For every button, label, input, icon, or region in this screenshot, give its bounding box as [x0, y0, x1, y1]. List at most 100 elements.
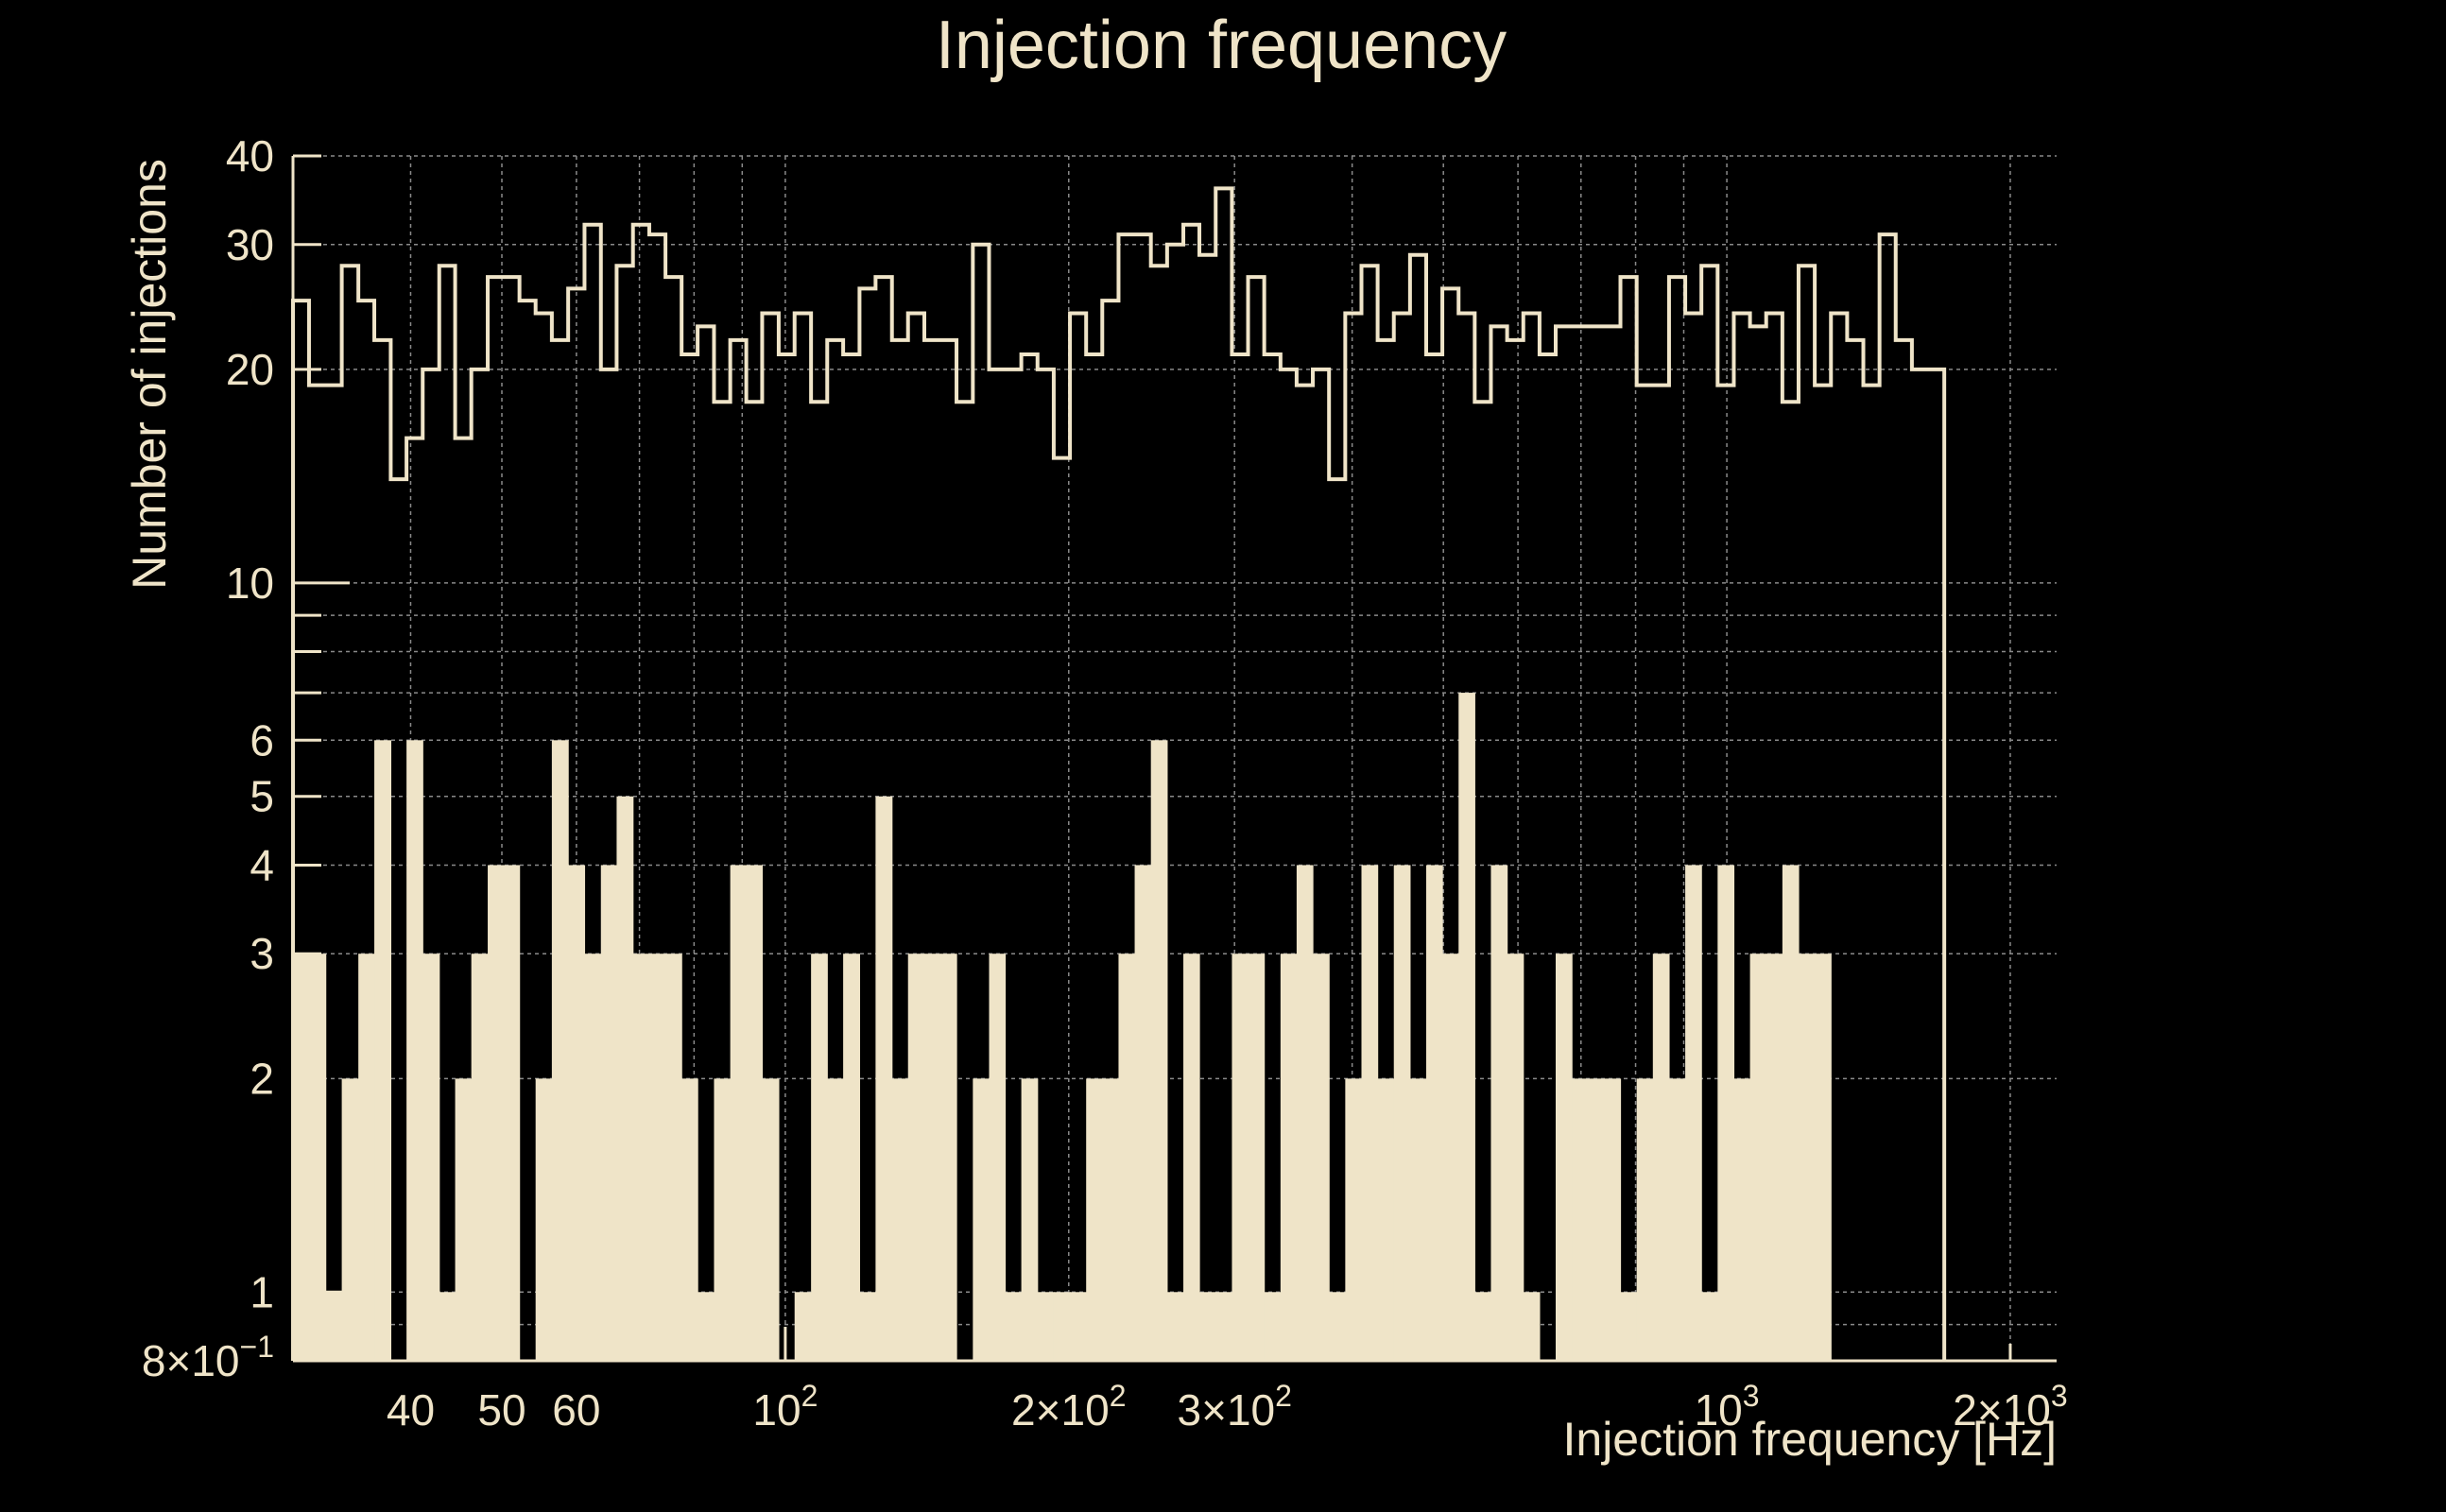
y-tick-label: 10 [226, 558, 274, 608]
histogram-bar [1264, 1292, 1282, 1361]
histogram-bar [730, 865, 748, 1361]
histogram-bar [875, 796, 893, 1361]
histogram-bar [1588, 1078, 1605, 1361]
histogram-bar [1280, 954, 1298, 1361]
histogram-bar [1037, 1292, 1055, 1361]
histogram-bar [907, 954, 925, 1361]
histogram-bar [794, 1292, 812, 1361]
histogram-bar [503, 865, 521, 1361]
histogram-bar [1490, 865, 1508, 1361]
histogram-bar [616, 796, 634, 1361]
histogram-bar [827, 1078, 844, 1361]
histogram-bar [1183, 954, 1200, 1361]
histogram-bar [1166, 1292, 1184, 1361]
y-tick-labels: 40 30 20 10 6 5 4 3 2 1 8×10−1 [142, 131, 274, 1385]
y-tick-label: 8×10−1 [142, 1330, 274, 1385]
histogram-bar [1685, 865, 1702, 1361]
histogram-bar [1361, 865, 1379, 1361]
x-tick-label: 3×102 [1177, 1379, 1291, 1435]
histogram-bar [358, 954, 375, 1361]
histogram-bar [1086, 1078, 1103, 1361]
histogram-bar [1701, 1292, 1718, 1361]
histogram-bar [1458, 693, 1475, 1361]
histogram-bar [488, 865, 505, 1361]
chart-title: Injection frequency [936, 8, 1507, 83]
y-tick-label: 2 [250, 1054, 274, 1103]
histogram-bar [681, 1078, 698, 1361]
histogram-bar [600, 865, 618, 1361]
histogram-bar [1377, 1078, 1395, 1361]
histogram-bar [1150, 740, 1168, 1361]
histogram-bar [1766, 954, 1783, 1361]
histogram-bar [1199, 1292, 1216, 1361]
histogram-bar [714, 1078, 732, 1361]
histogram-bar [973, 1078, 990, 1361]
histogram-bar [1134, 865, 1152, 1361]
histogram-bar [746, 865, 764, 1361]
x-tick-label: 2×102 [1011, 1379, 1126, 1435]
x-tick-label: 2×103 [1953, 1379, 2067, 1435]
axes [291, 154, 2057, 1363]
histogram-bar [939, 954, 957, 1361]
histogram-bar [422, 954, 440, 1361]
x-tick-label: 60 [552, 1385, 600, 1435]
x-tick-label: 40 [387, 1385, 435, 1435]
histogram-bar [341, 1078, 359, 1361]
histogram-bar [698, 1292, 715, 1361]
histogram-bar [1118, 954, 1136, 1361]
histogram-bar [584, 954, 602, 1361]
histogram-bar [891, 1078, 909, 1361]
histogram-bar [989, 954, 1007, 1361]
histogram-bar [1296, 865, 1314, 1361]
y-tick-label: 4 [250, 840, 274, 889]
histogram-bar [1556, 954, 1573, 1361]
y-tick-label: 40 [226, 131, 274, 180]
histogram-bar [1474, 1292, 1492, 1361]
histogram-bar [1733, 1078, 1751, 1361]
histogram-bar [1749, 954, 1767, 1361]
histogram-bar [455, 1078, 473, 1361]
y-tick-label: 6 [250, 715, 274, 765]
histogram-bar [551, 740, 569, 1361]
histogram-bar [632, 954, 650, 1361]
histogram-bar [1620, 1292, 1638, 1361]
histogram-bar [859, 1292, 876, 1361]
x-tick-label: 50 [477, 1385, 525, 1435]
y-tick-label: 5 [250, 772, 274, 821]
histogram-bar [1070, 1292, 1087, 1361]
histogram-bar [1798, 954, 1816, 1361]
histogram-bar [1005, 1292, 1023, 1361]
histogram-bar [293, 954, 310, 1361]
histogram-bar [1232, 954, 1249, 1361]
histogram-bar [1409, 1078, 1427, 1361]
histogram-bar [471, 954, 489, 1361]
y-tick-label: 3 [250, 929, 274, 978]
histogram-bar [811, 954, 828, 1361]
histogram-bar [308, 954, 327, 1361]
x-axis-label: Injection frequency [Hz] [1563, 1413, 2058, 1466]
y-tick-label: 20 [226, 345, 274, 394]
histogram-bar [1523, 1292, 1541, 1361]
histogram-bar [648, 954, 666, 1361]
x-tick-label: 103 [1695, 1379, 1760, 1435]
histogram-bar [924, 954, 941, 1361]
histogram-bar [1425, 865, 1443, 1361]
histogram-bar [535, 1078, 553, 1361]
y-tick-label: 1 [250, 1267, 274, 1316]
histogram-bar [1248, 954, 1266, 1361]
histogram-bar [1572, 1078, 1589, 1361]
histogram-bar [1507, 954, 1524, 1361]
histogram-bar [1717, 865, 1735, 1361]
x-tick-labels: 40 50 60 102 2×102 3×102 103 2×103 [387, 1379, 2068, 1435]
histogram-bar [406, 740, 423, 1361]
histogram-bar [665, 954, 682, 1361]
histogram-bar [1668, 1078, 1686, 1361]
histogram-bar [1442, 954, 1459, 1361]
histogram-bar [1345, 1078, 1363, 1361]
histogram-bar [1102, 1078, 1120, 1361]
histogram-bar [325, 1292, 343, 1361]
filled-histogram [293, 693, 1832, 1361]
histogram-bar [1652, 954, 1670, 1361]
histogram-bar [374, 740, 392, 1361]
